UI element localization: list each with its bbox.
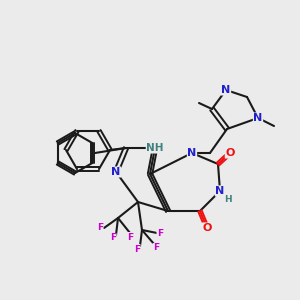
Text: F: F <box>110 233 116 242</box>
Text: N: N <box>221 85 231 95</box>
Text: O: O <box>202 223 212 233</box>
Text: NH: NH <box>146 143 164 153</box>
Text: N: N <box>254 113 262 123</box>
Text: N: N <box>111 167 121 177</box>
Text: N: N <box>188 148 196 158</box>
Text: H: H <box>224 194 232 203</box>
Text: F: F <box>153 244 159 253</box>
Text: F: F <box>157 230 163 238</box>
Text: F: F <box>134 244 140 253</box>
Text: F: F <box>97 224 103 232</box>
Text: O: O <box>225 148 235 158</box>
Text: F: F <box>127 232 133 242</box>
Text: N: N <box>215 186 225 196</box>
